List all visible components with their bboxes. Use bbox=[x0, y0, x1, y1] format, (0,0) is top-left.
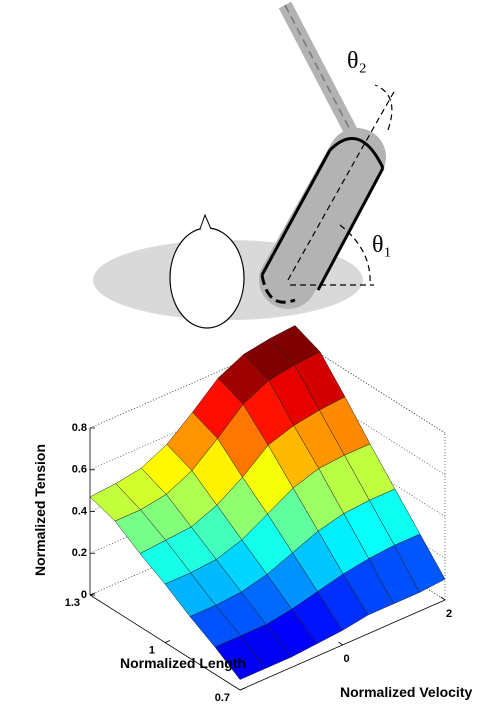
angle-lines bbox=[287, 89, 396, 286]
tick-mark bbox=[164, 640, 171, 643]
tick-mark bbox=[239, 687, 246, 691]
z-tick-label: 0.6 bbox=[72, 464, 87, 476]
tick-mark bbox=[338, 641, 343, 646]
x-axis-label: Normalized Velocity bbox=[340, 684, 472, 700]
grid-line bbox=[294, 421, 446, 517]
head bbox=[169, 227, 245, 329]
x-tick-label: 0 bbox=[343, 653, 349, 665]
grid-line bbox=[294, 379, 446, 476]
y-tick-label: 1 bbox=[149, 644, 155, 656]
y-axis-label: Normalized Length bbox=[120, 655, 246, 671]
forearm-axis bbox=[284, 4, 359, 146]
theta-2: θ₂ bbox=[347, 48, 367, 74]
z-tick-label: 0 bbox=[81, 589, 87, 601]
arm-diagram: θ₂ θ₁ bbox=[93, 1, 396, 329]
surface-patch bbox=[214, 635, 267, 680]
tick-mark bbox=[440, 596, 446, 601]
y-tick-label: 0.7 bbox=[215, 692, 230, 704]
theta-1: θ₁ bbox=[372, 232, 392, 258]
z-tick-label: 0.8 bbox=[72, 422, 87, 434]
nose bbox=[199, 213, 212, 230]
x-tick-label: 2 bbox=[446, 608, 452, 620]
z-tick-label: 0.4 bbox=[72, 505, 88, 517]
z-axis-label: Normalized Tension bbox=[32, 444, 48, 576]
z-tick-label: 0.2 bbox=[72, 547, 87, 559]
surface-plot: 00.20.40.60.80.711.302 bbox=[65, 325, 452, 704]
y-tick-label: 1.3 bbox=[65, 597, 80, 609]
tick-mark bbox=[89, 592, 96, 596]
muscle-outline bbox=[328, 136, 385, 169]
angle-arcs bbox=[339, 84, 393, 286]
grid-line bbox=[294, 337, 446, 434]
muscle-outline bbox=[260, 149, 385, 291]
muscle-outline bbox=[260, 274, 296, 304]
